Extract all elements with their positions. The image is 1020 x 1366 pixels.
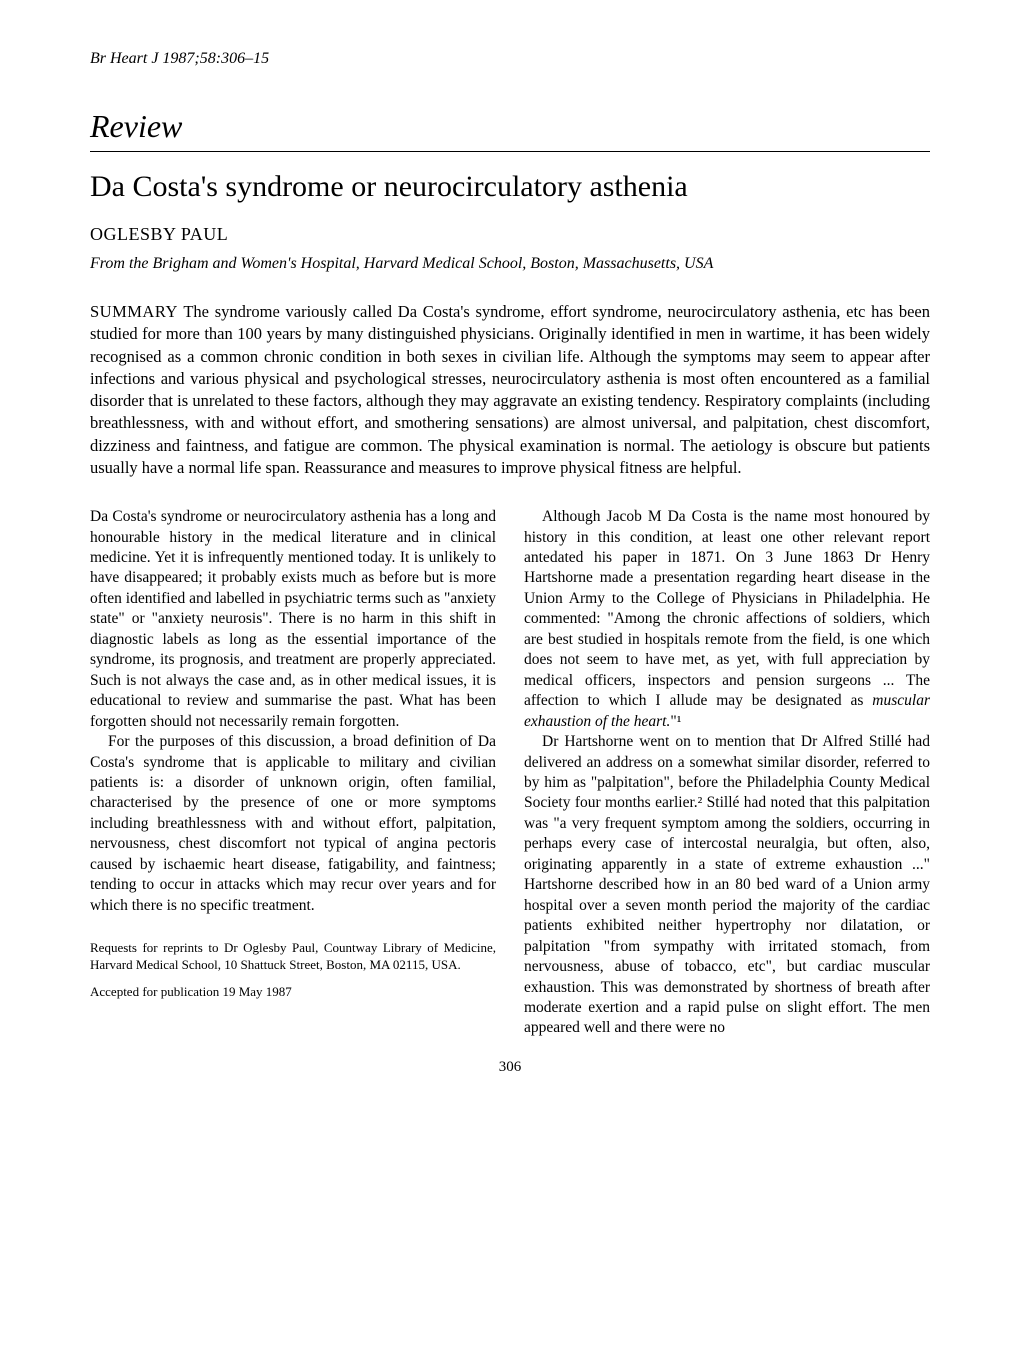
body-paragraph: For the purposes of this discussion, a b…	[90, 732, 496, 916]
para-text: "¹	[670, 713, 681, 730]
author-name: OGLESBY PAUL	[90, 224, 930, 245]
reprint-request: Requests for reprints to Dr Oglesby Paul…	[90, 940, 496, 974]
summary-block: SUMMARY The syndrome variously called Da…	[90, 301, 930, 479]
horizontal-rule	[90, 151, 930, 152]
summary-label: SUMMARY	[90, 302, 178, 321]
right-column: Although Jacob M Da Costa is the name mo…	[524, 507, 930, 1039]
page-number: 306	[90, 1059, 930, 1076]
body-paragraph: Although Jacob M Da Costa is the name mo…	[524, 507, 930, 732]
left-column: Da Costa's syndrome or neurocirculatory …	[90, 507, 496, 1039]
section-heading-review: Review	[90, 108, 930, 145]
footnote-block: Requests for reprints to Dr Oglesby Paul…	[90, 940, 496, 1001]
author-affiliation: From the Brigham and Women's Hospital, H…	[90, 255, 930, 273]
accepted-date: Accepted for publication 19 May 1987	[90, 984, 496, 1001]
article-title: Da Costa's syndrome or neurocirculatory …	[90, 170, 930, 204]
two-column-body: Da Costa's syndrome or neurocirculatory …	[90, 507, 930, 1039]
summary-text: The syndrome variously called Da Costa's…	[90, 302, 930, 477]
body-paragraph: Da Costa's syndrome or neurocirculatory …	[90, 507, 496, 732]
journal-reference: Br Heart J 1987;58:306–15	[90, 50, 930, 68]
para-text: Although Jacob M Da Costa is the name mo…	[524, 508, 930, 709]
body-paragraph: Dr Hartshorne went on to mention that Dr…	[524, 732, 930, 1039]
